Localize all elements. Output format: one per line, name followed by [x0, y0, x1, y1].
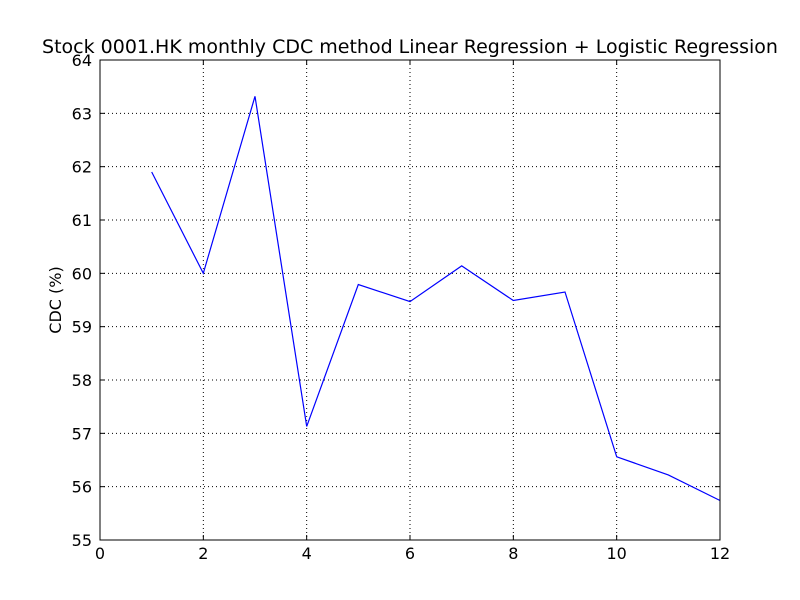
series-layer: [151, 96, 721, 502]
y-tick-label: 60: [72, 264, 92, 283]
y-tick-label: 55: [72, 531, 92, 550]
y-axis-label: CDC (%): [46, 266, 65, 333]
series-line: [151, 96, 721, 502]
x-tick-label: 0: [95, 544, 105, 563]
y-tick-label: 62: [72, 158, 92, 177]
y-tick-label: 57: [72, 424, 92, 443]
x-tick-label: 4: [302, 544, 312, 563]
x-tick-label: 6: [405, 544, 415, 563]
y-tick-label: 64: [72, 51, 92, 70]
x-tick-label: 2: [198, 544, 208, 563]
axis-ticks: 0 2 4 6 8 10 12 55 56 57 58 59 60 61 62 63 64: [72, 51, 731, 563]
x-tick-label: 12: [710, 544, 730, 563]
x-tick-label: 8: [508, 544, 518, 563]
y-tick-label: 61: [72, 211, 92, 230]
x-tick-label: 10: [606, 544, 626, 563]
y-tick-label: 59: [72, 318, 92, 337]
y-tick-label: 63: [72, 104, 92, 123]
y-tick-label: 56: [72, 478, 92, 497]
y-tick-label: 58: [72, 371, 92, 390]
grid-lines: [100, 60, 720, 540]
chart-title: Stock 0001.HK monthly CDC method Linear …: [42, 36, 778, 58]
